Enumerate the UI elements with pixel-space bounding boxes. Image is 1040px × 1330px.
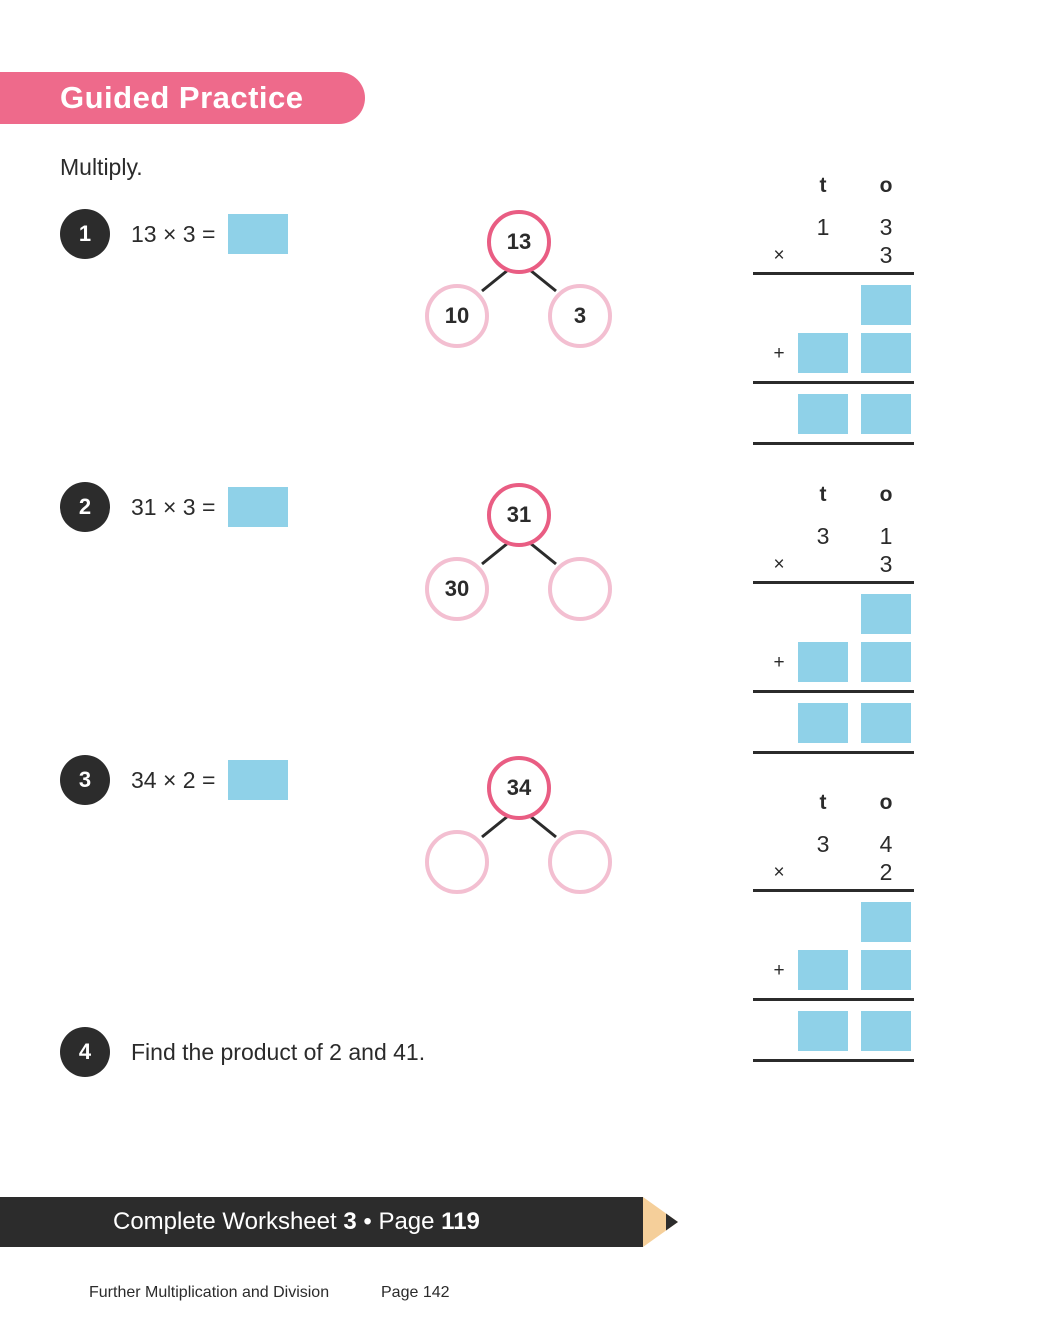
question-number-1: 1 xyxy=(60,209,110,259)
number-bond-3-left-part[interactable] xyxy=(425,830,489,894)
number-bond-1-lines xyxy=(481,268,557,293)
question-number-4: 4 xyxy=(60,1027,110,1077)
column-1-top-tens: 1 xyxy=(816,214,830,240)
question-3-expression: 34 × 2 = xyxy=(131,767,216,793)
column-3-partial-1-ones[interactable] xyxy=(861,902,911,942)
number-bond-3-right-part[interactable] xyxy=(548,830,612,894)
column-1-times-sign: × xyxy=(773,245,785,266)
column-2-rule-2 xyxy=(753,690,914,693)
question-2-expression: 31 × 3 = xyxy=(131,494,216,520)
column-1-partial-2-tens[interactable] xyxy=(798,333,848,373)
column-1-top-ones: 3 xyxy=(879,214,893,240)
column-2-partial-2-tens[interactable] xyxy=(798,642,848,682)
column-2-tens-header: t xyxy=(819,483,827,506)
column-3-times-sign: × xyxy=(773,862,785,883)
column-2-partial-1-ones[interactable] xyxy=(861,594,911,634)
column-3-plus-sign: + xyxy=(773,960,785,981)
column-1-rule-1 xyxy=(753,272,914,275)
question-3-answer-box[interactable] xyxy=(228,760,288,800)
column-2-rule-3 xyxy=(753,751,914,754)
number-bond-2-left-part[interactable]: 30 xyxy=(425,557,489,621)
column-1-partial-2-ones[interactable] xyxy=(861,333,911,373)
worksheet-number: 3 xyxy=(343,1208,357,1235)
worksheet-reference: Complete Worksheet 3 • Page 119 xyxy=(113,1206,480,1238)
column-3-tens-header: t xyxy=(819,791,827,814)
number-bond-3-lines xyxy=(481,814,557,839)
section-title: Guided Practice xyxy=(60,80,304,115)
column-2-top-ones: 1 xyxy=(879,523,893,549)
number-bond-2-whole: 31 xyxy=(487,483,551,547)
question-1-expression: 13 × 3 = xyxy=(131,221,216,247)
worksheet-separator: • xyxy=(363,1208,372,1235)
column-1-rule-3 xyxy=(753,442,914,445)
column-3-partial-2-tens[interactable] xyxy=(798,950,848,990)
worksheet-prefix: Complete Worksheet xyxy=(113,1208,337,1235)
column-1-result-ones[interactable] xyxy=(861,394,911,434)
question-number-2: 2 xyxy=(60,482,110,532)
number-bond-2-lines xyxy=(481,541,557,566)
column-3-rule-3 xyxy=(753,1059,914,1062)
worksheet-page-number: 119 xyxy=(441,1208,480,1235)
column-1-bottom-ones: 3 xyxy=(879,242,893,268)
column-2-top-tens: 3 xyxy=(816,523,830,549)
column-1-rule-2 xyxy=(753,381,914,384)
column-3-partial-2-ones[interactable] xyxy=(861,950,911,990)
column-3-result-ones[interactable] xyxy=(861,1011,911,1051)
column-1-tens-header: t xyxy=(819,174,827,197)
number-bond-1-whole: 13 xyxy=(487,210,551,274)
column-2-partial-2-ones[interactable] xyxy=(861,642,911,682)
number-bond-2-right-part[interactable] xyxy=(548,557,612,621)
number-bond-3-whole: 34 xyxy=(487,756,551,820)
worksheet-bar[interactable] xyxy=(0,1197,643,1247)
question-4-text: Find the product of 2 and 41. xyxy=(131,1039,426,1065)
column-2-rule-1 xyxy=(753,581,914,584)
column-1-ones-header: o xyxy=(879,174,893,197)
question-1-answer-box[interactable] xyxy=(228,214,288,254)
number-bond-1-right-part[interactable]: 3 xyxy=(548,284,612,348)
column-3-rule-1 xyxy=(753,889,914,892)
column-2-result-ones[interactable] xyxy=(861,703,911,743)
worksheet-page-label: Page xyxy=(378,1208,435,1235)
column-1-partial-1-ones[interactable] xyxy=(861,285,911,325)
section-banner xyxy=(0,72,365,124)
column-2-times-sign: × xyxy=(773,554,785,575)
column-3-top-ones: 4 xyxy=(879,831,893,857)
question-number-3: 3 xyxy=(60,755,110,805)
column-1-plus-sign: + xyxy=(773,343,785,364)
footer-book-title: Further Multiplication and Division xyxy=(89,1284,330,1301)
footer-page-number: Page 142 xyxy=(381,1284,450,1301)
instruction-text: Multiply. xyxy=(60,154,143,180)
column-3-result-tens[interactable] xyxy=(798,1011,848,1051)
column-3-bottom-ones: 2 xyxy=(879,859,893,885)
pencil-tip-icon xyxy=(643,1197,678,1247)
column-2-plus-sign: + xyxy=(773,652,785,673)
column-2-result-tens[interactable] xyxy=(798,703,848,743)
column-3-ones-header: o xyxy=(879,791,893,814)
question-2-answer-box[interactable] xyxy=(228,487,288,527)
number-bond-1-left-part[interactable]: 10 xyxy=(425,284,489,348)
column-3-rule-2 xyxy=(753,998,914,1001)
column-2-ones-header: o xyxy=(879,483,893,506)
column-1-result-tens[interactable] xyxy=(798,394,848,434)
column-3-top-tens: 3 xyxy=(816,831,830,857)
column-2-bottom-ones: 3 xyxy=(879,551,893,577)
